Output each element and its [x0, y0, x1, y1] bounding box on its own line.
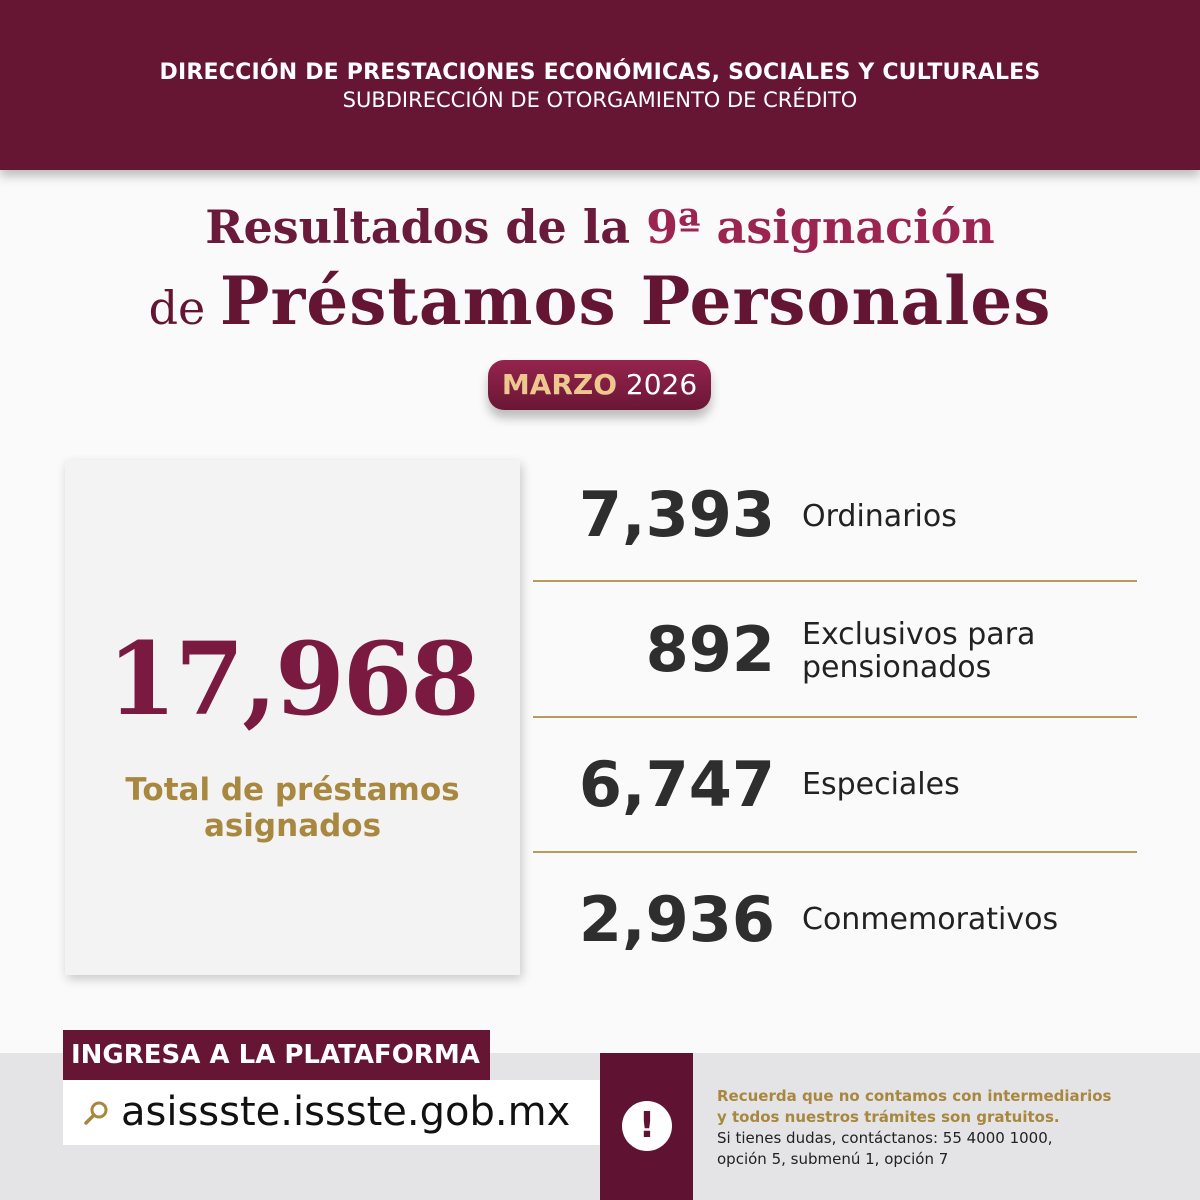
title-main: Préstamos Personales [219, 262, 1052, 340]
breakdown-value: 2,936 [578, 883, 775, 956]
platform-url-link[interactable]: asissste.issste.gob.mx [63, 1080, 600, 1145]
notice-contact: Si tienes dudas, contáctanos: 55 4000 10… [717, 1129, 1053, 1147]
total-label: Total de préstamos asignados [125, 772, 460, 844]
breakdown-row: 2,936 Conmemorativos [533, 875, 1137, 1005]
period-month: MARZO [501, 368, 618, 401]
breakdown-label: Conmemorativos [802, 902, 1059, 937]
header-directorate: DIRECCIÓN DE PRESTACIONES ECONÓMICAS, SO… [159, 60, 1041, 85]
breakdown-label: Especiales [802, 767, 960, 802]
breakdown-row: 7,393 Ordinarios [533, 470, 1137, 600]
exclamation-icon: ! [622, 1101, 672, 1151]
breakdown-label: Exclusivos para pensionados [802, 617, 1036, 685]
alert-block: ! [600, 1053, 693, 1200]
breakdown-row: 6,747 Especiales [533, 740, 1137, 870]
title-line-1: Resultados de la 9ª asignación [0, 200, 1200, 254]
platform-cta: INGRESA A LA PLATAFORMA [63, 1030, 490, 1080]
breakdown-value: 6,747 [578, 748, 775, 821]
breakdown-value: 892 [645, 613, 775, 686]
divider [533, 716, 1137, 718]
search-icon [84, 1101, 108, 1125]
title-text: Resultados de la [205, 200, 647, 254]
notice-text: Recuerda que no contamos con intermediar… [717, 1086, 1111, 1170]
period-badge: MARZO 2026 [488, 360, 711, 410]
divider [533, 851, 1137, 853]
header-subdirectorate: SUBDIRECCIÓN DE OTORGAMIENTO DE CRÉDITO [342, 88, 858, 112]
breakdown-value: 7,393 [578, 478, 775, 551]
header-band: DIRECCIÓN DE PRESTACIONES ECONÓMICAS, SO… [0, 0, 1200, 170]
title-accent: 9ª asignación [646, 200, 995, 254]
divider [533, 580, 1137, 582]
notice-bold: y todos nuestros trámites son gratuitos. [717, 1108, 1060, 1126]
period-year: 2026 [625, 368, 698, 401]
notice-contact: opción 5, submenú 1, opción 7 [717, 1150, 949, 1168]
total-card: 17,968 Total de préstamos asignados [65, 460, 520, 975]
title-line-2: de Préstamos Personales [0, 262, 1200, 340]
platform-url[interactable]: asissste.issste.gob.mx [121, 1089, 571, 1135]
total-value: 17,968 [107, 620, 480, 738]
notice-bold: Recuerda que no contamos con intermediar… [717, 1087, 1112, 1105]
title-text: de [148, 281, 220, 335]
breakdown-label: Ordinarios [802, 499, 957, 534]
breakdown-row: 892 Exclusivos para pensionados [533, 605, 1137, 735]
